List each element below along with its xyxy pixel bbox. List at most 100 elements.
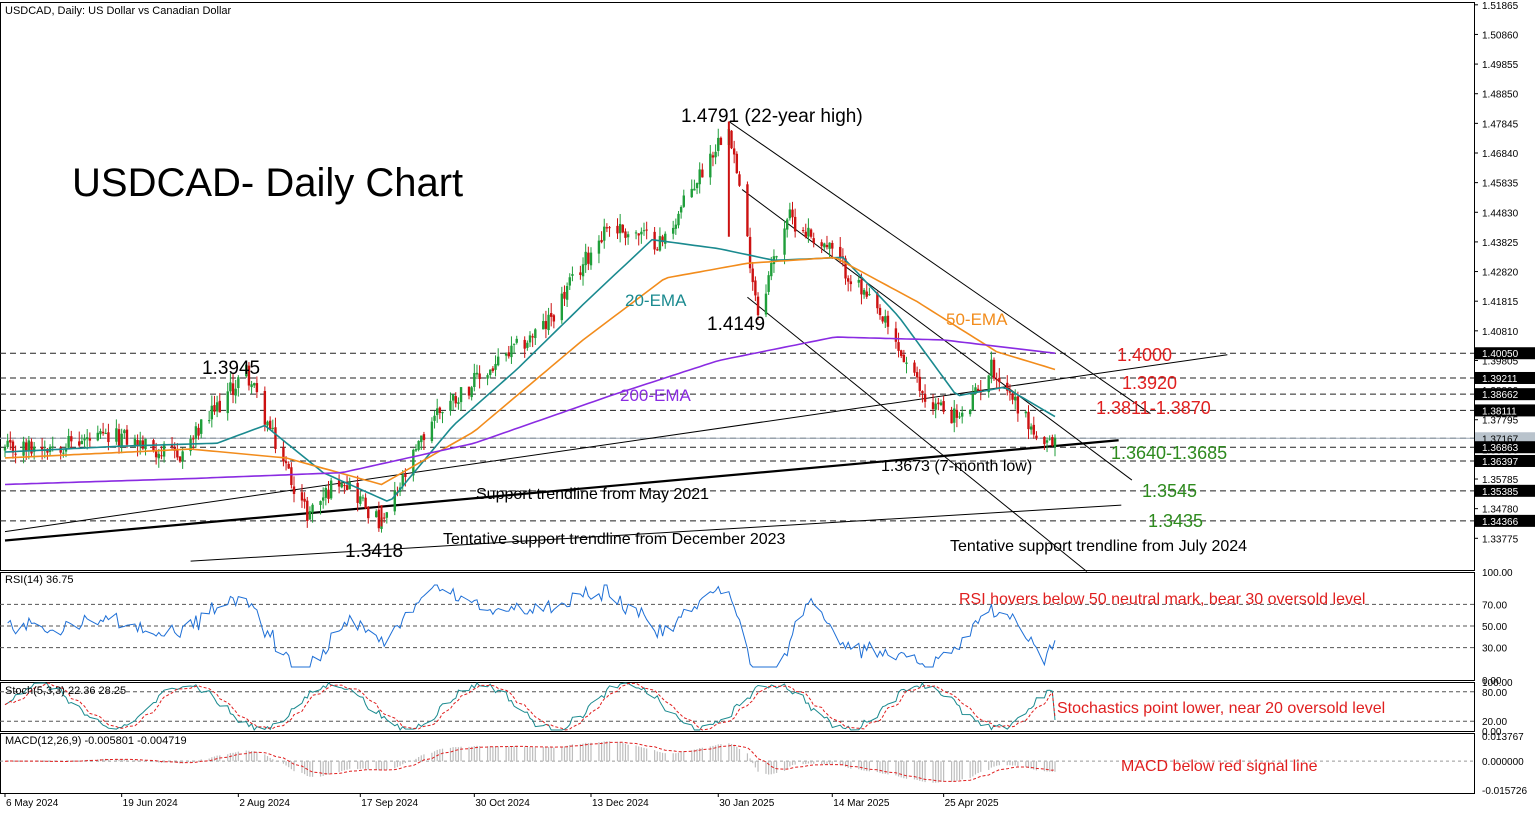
candle — [915, 366, 919, 383]
x-tick-label: 30 Jan 2025 — [719, 798, 774, 809]
macd-tick-label: 0.013767 — [1482, 732, 1524, 743]
stoch-panel-frame — [0, 682, 1475, 732]
price-tick-label: 1.39805 — [1482, 356, 1519, 367]
trendline-0 — [4, 439, 1119, 542]
candle-body — [1045, 440, 1049, 443]
candle-body — [531, 336, 534, 338]
candle-body — [603, 226, 606, 241]
candle-body — [921, 391, 924, 393]
candle — [621, 224, 625, 234]
candle — [717, 128, 720, 157]
candle-body — [287, 463, 290, 469]
candle-body — [621, 224, 625, 233]
label-support-1-3435: 1.3435 — [1148, 511, 1203, 531]
candle-body — [303, 498, 306, 502]
ema-line-200-ema — [4, 336, 1056, 486]
candle-body — [473, 372, 476, 388]
candle — [83, 434, 86, 449]
candle-body — [271, 427, 275, 429]
candle-body — [1016, 396, 1020, 414]
candle-body — [3, 447, 7, 451]
candle — [459, 387, 463, 411]
candle-body — [915, 372, 919, 378]
level-tag-label: 1.36863 — [1482, 443, 1519, 454]
candle — [868, 287, 871, 296]
candle-body — [218, 400, 221, 413]
candle — [96, 425, 100, 442]
candle — [677, 210, 680, 229]
candle — [886, 310, 890, 335]
macd-panel-frame — [0, 733, 1475, 794]
candle — [884, 309, 887, 329]
candle — [645, 221, 648, 240]
candle-body — [459, 387, 463, 403]
chart-title: USDCAD- Daily Chart — [72, 161, 463, 205]
candle — [449, 392, 452, 416]
candle-body — [46, 448, 49, 453]
candle — [992, 357, 996, 381]
candle-body — [1014, 396, 1017, 401]
candle-body — [1006, 382, 1009, 391]
candle-body — [117, 429, 121, 448]
candle-body — [329, 480, 333, 499]
candle-body — [732, 148, 736, 155]
candle-body — [30, 441, 33, 454]
candle — [642, 222, 646, 236]
candle-body — [624, 231, 627, 238]
candle-body — [22, 441, 25, 456]
label-support-1-3640-1-3685: 1.3640-1.3685 — [1111, 443, 1227, 463]
candle — [770, 256, 773, 281]
candle-body — [67, 435, 70, 448]
candle-body — [849, 281, 853, 285]
candle-body — [1032, 424, 1035, 435]
label-trendline-may-2021: Support trendline from May 2021 — [476, 486, 709, 503]
candle — [1051, 434, 1054, 447]
candle — [937, 397, 940, 411]
candle-body — [748, 236, 752, 269]
candle-body — [1043, 436, 1046, 445]
price-tick-label: 1.42820 — [1482, 268, 1519, 279]
candle — [934, 398, 937, 419]
candle — [327, 480, 330, 504]
candle — [292, 476, 296, 503]
candle-body — [992, 359, 996, 379]
candle — [608, 225, 611, 237]
candle — [1053, 434, 1057, 457]
price-tick-label: 1.33775 — [1482, 534, 1519, 545]
candle — [356, 475, 359, 512]
candle — [308, 506, 312, 520]
candle — [515, 335, 518, 345]
candle-body — [213, 405, 216, 412]
candle-body — [862, 289, 866, 295]
candle-body — [823, 243, 826, 248]
candle — [987, 374, 990, 398]
candle — [656, 246, 659, 251]
candle — [234, 379, 237, 404]
candle — [306, 496, 309, 528]
label-50-ema: 50-EMA — [946, 310, 1008, 329]
candle — [764, 284, 768, 318]
candle-body — [950, 410, 953, 424]
level-tag-label: 1.38111 — [1482, 406, 1517, 417]
candle-body — [807, 227, 810, 237]
candle-body — [263, 390, 267, 425]
candle-body — [311, 504, 314, 513]
stoch-tick-label: 80.00 — [1482, 688, 1507, 699]
candle-body — [679, 206, 683, 213]
candle-body — [563, 291, 566, 299]
candle-body — [677, 213, 680, 226]
candle — [565, 282, 569, 307]
candle — [512, 343, 516, 355]
candle — [793, 208, 797, 238]
candle — [881, 316, 884, 324]
candle-body — [189, 438, 192, 452]
candle-body — [268, 420, 272, 430]
price-tick-label: 1.48850 — [1482, 90, 1519, 101]
candle-body — [412, 449, 415, 476]
candle — [640, 227, 643, 244]
candle — [59, 445, 62, 460]
rsi-header: RSI(14) 36.75 — [5, 574, 73, 586]
candle — [876, 291, 879, 314]
candle-body — [1035, 435, 1038, 439]
price-tick-label: 1.47845 — [1482, 119, 1519, 130]
